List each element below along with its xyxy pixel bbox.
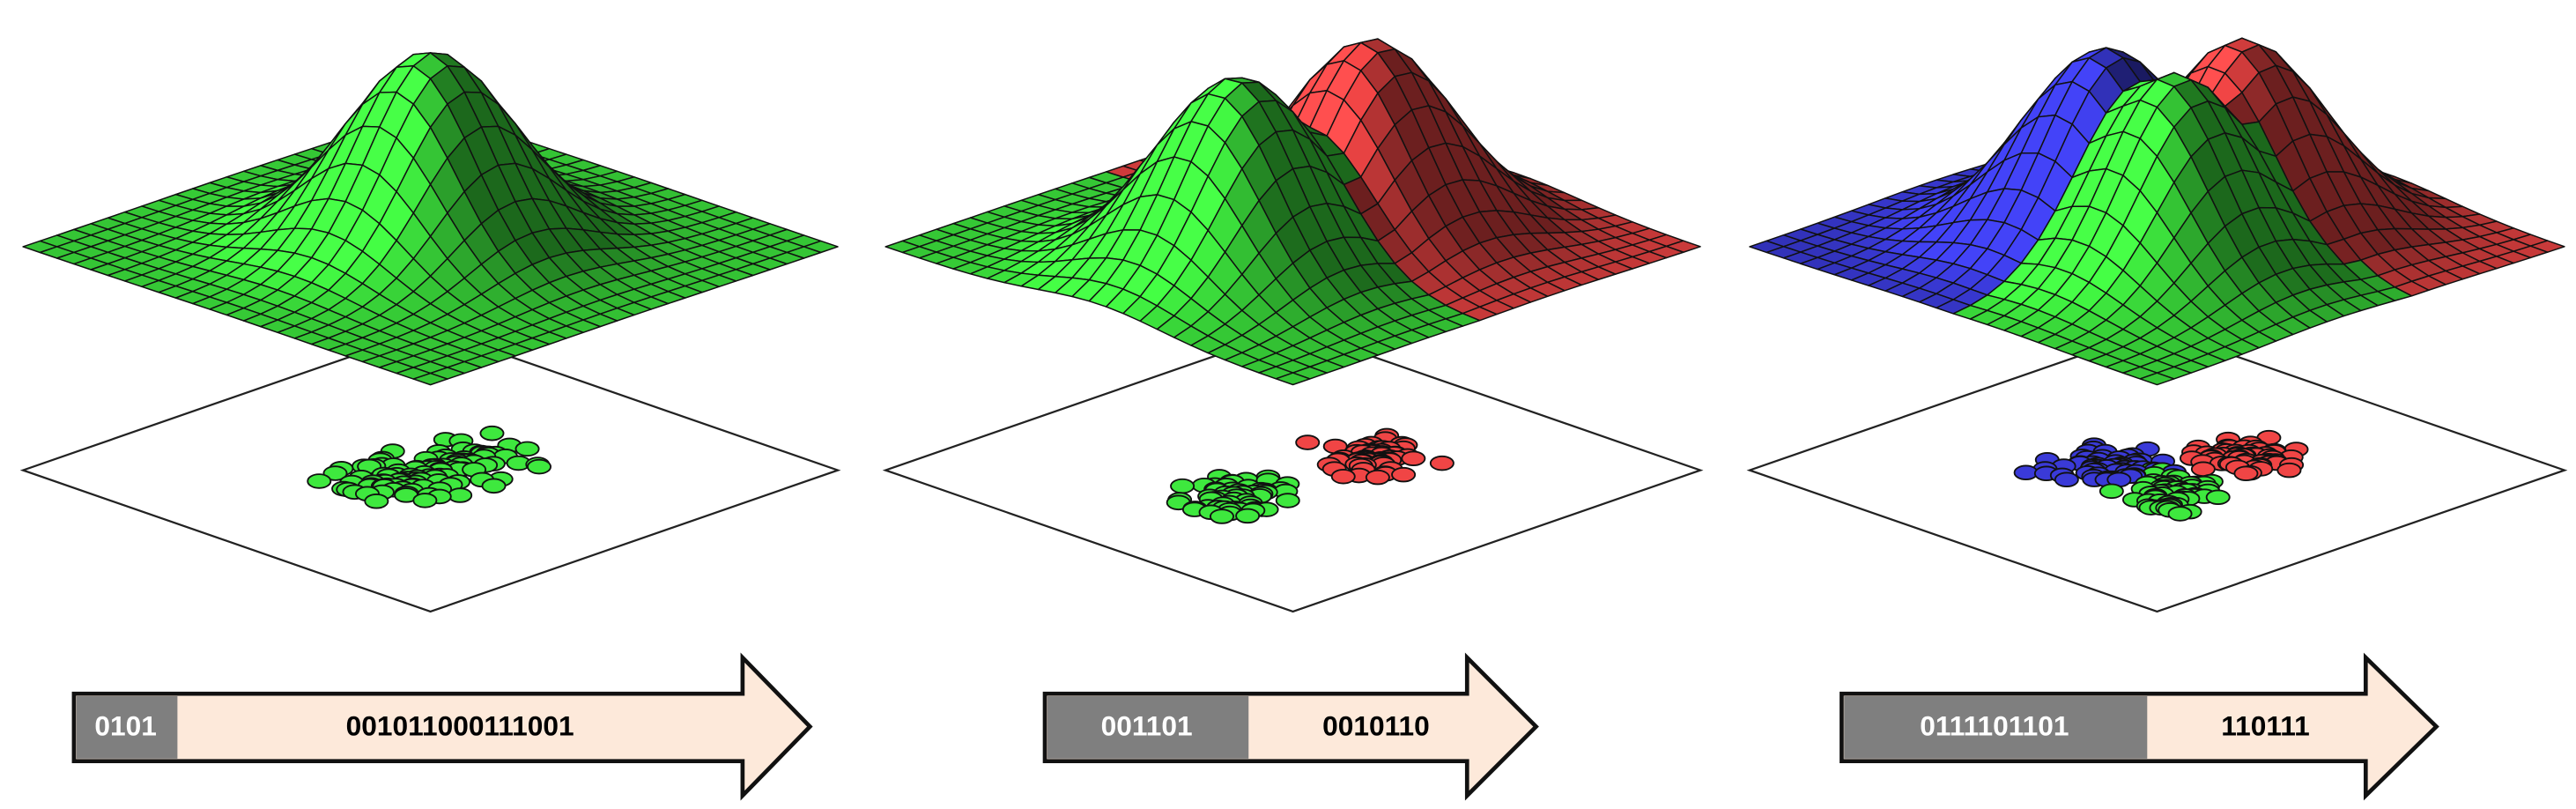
gray-code: 001101 — [1101, 710, 1193, 742]
panel: 001101 0010110 — [882, 38, 1704, 801]
data-point — [322, 465, 348, 481]
data-point — [479, 425, 505, 442]
peach-code: 0010110 — [1322, 710, 1430, 742]
arrow-gray-segment — [76, 696, 178, 759]
arrow-body — [1042, 652, 1539, 801]
arrow-body — [71, 652, 813, 801]
data-point — [364, 493, 389, 509]
peach-code: 110111 — [2221, 710, 2310, 742]
data-point — [1429, 455, 1455, 471]
panel: 0101 001011000111001 — [19, 52, 841, 801]
data-point — [1275, 493, 1300, 508]
data-point — [1391, 466, 1417, 483]
data-point — [412, 493, 438, 508]
data-point — [1295, 434, 1321, 450]
surface-cell — [1275, 372, 1311, 386]
data-point — [514, 441, 540, 457]
surface-cell — [2139, 372, 2175, 386]
gray-code: 0101 — [94, 710, 157, 742]
data-point — [481, 478, 507, 494]
arrow-gray-segment — [1047, 696, 1249, 759]
data-point — [2013, 464, 2039, 481]
surface-cell — [412, 372, 448, 386]
data-point — [1235, 508, 1261, 524]
data-point — [1209, 508, 1234, 524]
data-point — [2167, 506, 2193, 522]
scatter-plane — [882, 328, 1704, 613]
data-point — [2054, 471, 2079, 488]
data-point — [307, 473, 332, 489]
data-point — [526, 458, 551, 475]
data-point — [2099, 483, 2124, 500]
data-point — [1401, 450, 1426, 467]
gray-code: 0111101101 — [1920, 710, 2069, 742]
data-point — [1365, 469, 1390, 486]
data-point — [448, 487, 473, 503]
arrow-gray-segment — [1844, 696, 2148, 759]
panel: 0111101101 110111 — [1746, 37, 2568, 801]
data-point — [2276, 462, 2302, 479]
peach-code: 001011000111001 — [346, 710, 574, 742]
data-point — [1170, 478, 1195, 494]
data-point — [1330, 468, 1356, 485]
data-point — [2205, 489, 2231, 506]
data-point — [2233, 465, 2259, 482]
